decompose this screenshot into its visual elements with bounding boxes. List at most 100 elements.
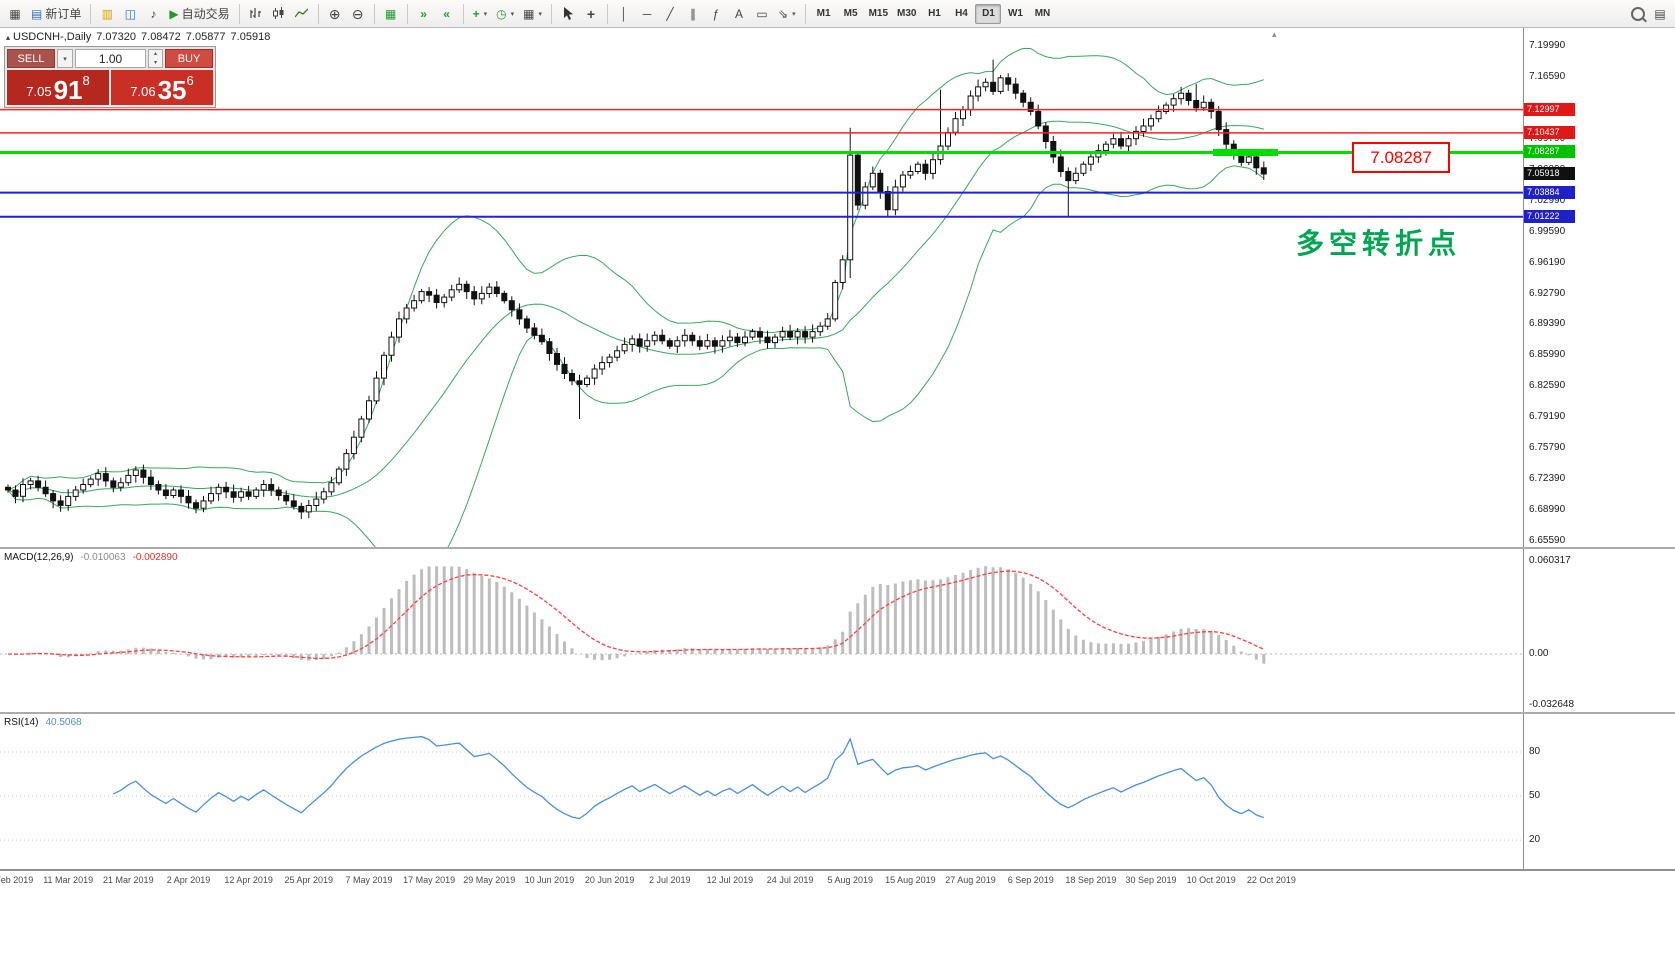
layout-button[interactable]: ▤ [1649,3,1671,25]
play-icon: ▶ [169,6,179,21]
rsi-chart[interactable] [0,714,1523,869]
cursor-icon [564,6,573,20]
buy-button[interactable]: BUY [165,49,213,68]
panel-splitter[interactable] [0,547,1675,549]
fibonacci-icon: ƒ [712,6,720,21]
buy-price-big: 35 [157,75,187,105]
date-label: 24 Jul 2019 [766,875,814,885]
separator [607,3,608,24]
new-order-label: 新订单 [45,7,82,21]
ohlc-open: 7.07320 [96,31,137,43]
trendline-icon: ╱ [666,6,674,21]
price-scale[interactable]: 7.199907.165907.131907.097907.063907.029… [1523,27,1675,547]
sell-price-main: 7.05 [26,84,52,99]
sell-button[interactable]: SELL [7,49,55,68]
order-type-dropdown[interactable]: ▾ [57,49,73,68]
navigator-button[interactable]: ◫ [119,3,141,25]
line-chart-button[interactable] [291,3,313,25]
date-label: 27 Aug 2019 [945,875,996,885]
timeframe-w1[interactable]: W1 [1002,4,1028,24]
buy-price-button[interactable]: 7.06 35 6 [111,70,213,105]
bar-chart-icon [250,8,262,18]
tile-windows-button[interactable]: ▦ [380,3,402,25]
macd-scale[interactable]: 0.060317 0.00 -0.032648 [1523,549,1675,712]
toolbar-right-group: ▤ [1627,3,1671,25]
chart-shift-marker-icon[interactable]: ▴ [1272,29,1277,39]
vertical-line-button[interactable]: │ [613,3,635,25]
label-tool-button[interactable]: ▭ [751,3,773,25]
price-chart[interactable] [0,27,1523,547]
macd-chart[interactable] [0,549,1523,712]
rsi-scale[interactable]: 80 50 20 [1523,714,1675,869]
timeframe-h4[interactable]: H4 [948,4,974,24]
hline-badge: 7.10437 [1524,125,1575,139]
autotrading-button[interactable]: ▶ 自动交易 [165,3,233,25]
price-level-label[interactable]: 7.08287 [1352,142,1450,173]
date-label: 20 Jun 2019 [584,875,635,885]
channel-icon: ∥ [690,6,696,21]
macd-tick: 0.00 [1529,648,1549,659]
caret-down-icon: ▾ [483,10,488,18]
new-order-button[interactable]: ▤ 新订单 [27,3,85,25]
stepper-up-icon[interactable]: ▴ [153,51,157,58]
date-label: 10 Oct 2019 [1186,875,1236,885]
price-tick: 6.89390 [1529,318,1566,330]
price-tick: 6.68990 [1529,504,1566,516]
separator [406,3,408,24]
chart-shift-icon: « [443,6,450,21]
horizontal-line-button[interactable]: ─ [636,3,658,25]
auto-scroll-button[interactable]: » [413,3,435,25]
bar-chart-button[interactable] [245,3,267,25]
price-chart-panel [0,27,1523,547]
zoom-out-button[interactable]: ⊖ [347,3,369,25]
timeframe-d1[interactable]: D1 [975,3,1002,24]
text-icon: A [734,6,743,21]
collapse-triangle-icon[interactable]: ▴ [6,33,11,42]
timeframe-mn[interactable]: MN [1029,4,1055,24]
periods-dropdown[interactable]: ◷ ▾ [492,3,518,25]
profiles-button[interactable]: ▥ [96,3,118,25]
horizontal-line-icon: ─ [642,6,652,21]
timeframe-m15[interactable]: M15 [865,4,892,24]
timeframe-m30[interactable]: M30 [893,4,920,24]
volume-stepper[interactable]: ▴ ▾ [148,49,163,68]
date-label: 30 Sep 2019 [1125,875,1177,885]
candle-chart-button[interactable] [268,3,290,25]
date-label: 18 Sep 2019 [1065,875,1117,885]
timeframe-m5[interactable]: M5 [838,4,864,24]
indicators-dropdown[interactable]: + ▾ [469,3,492,25]
panel-splitter[interactable] [0,712,1675,714]
price-tick: 7.16590 [1529,70,1566,82]
channel-button[interactable]: ∥ [682,3,704,25]
separator [462,3,464,24]
crosshair-button[interactable]: + [580,3,602,25]
stepper-down-icon[interactable]: ▾ [153,59,157,66]
arrow-tool-icon: ⇘ [778,6,789,21]
cursor-button[interactable] [557,3,579,25]
price-tick: 6.99590 [1529,225,1566,237]
symbol-header: ▴ USDCNH-,Daily 7.07320 7.08472 7.05877 7.059… [6,31,275,43]
arrows-dropdown[interactable]: ⇘ ▾ [774,3,800,25]
zoom-in-button[interactable]: ⊕ [324,3,346,25]
tile-windows-icon: ▦ [384,6,397,21]
date-axis[interactable]: 27 Feb 2019 11 Mar 2019 21 Mar 2019 2 Apr 2… [0,871,1523,891]
search-button[interactable] [1627,3,1649,25]
autotrading-label: 自动交易 [181,7,230,21]
volume-input[interactable] [75,49,146,68]
sound-button[interactable]: ♪ [142,3,164,25]
text-tool-button[interactable]: A [728,3,750,25]
chart-window-icon[interactable]: ▦ [4,3,26,25]
rsi-level-tick: 20 [1529,834,1541,846]
templates-icon: ▦ [523,6,535,21]
sell-price-button[interactable]: 7.05 91 8 [7,70,109,105]
fibonacci-button[interactable]: ƒ [705,3,727,25]
trendline-button[interactable]: ╱ [659,3,681,25]
date-label: 22 Oct 2019 [1246,875,1296,885]
timeframe-m1[interactable]: M1 [811,4,837,24]
price-tick: 6.75790 [1529,442,1566,454]
date-label: 12 Apr 2019 [224,875,273,885]
templates-dropdown[interactable]: ▦ ▾ [519,3,546,25]
timeframe-h1[interactable]: H1 [921,4,947,24]
chart-shift-button[interactable]: « [436,3,458,25]
price-tick: 7.02990 [1529,194,1566,206]
